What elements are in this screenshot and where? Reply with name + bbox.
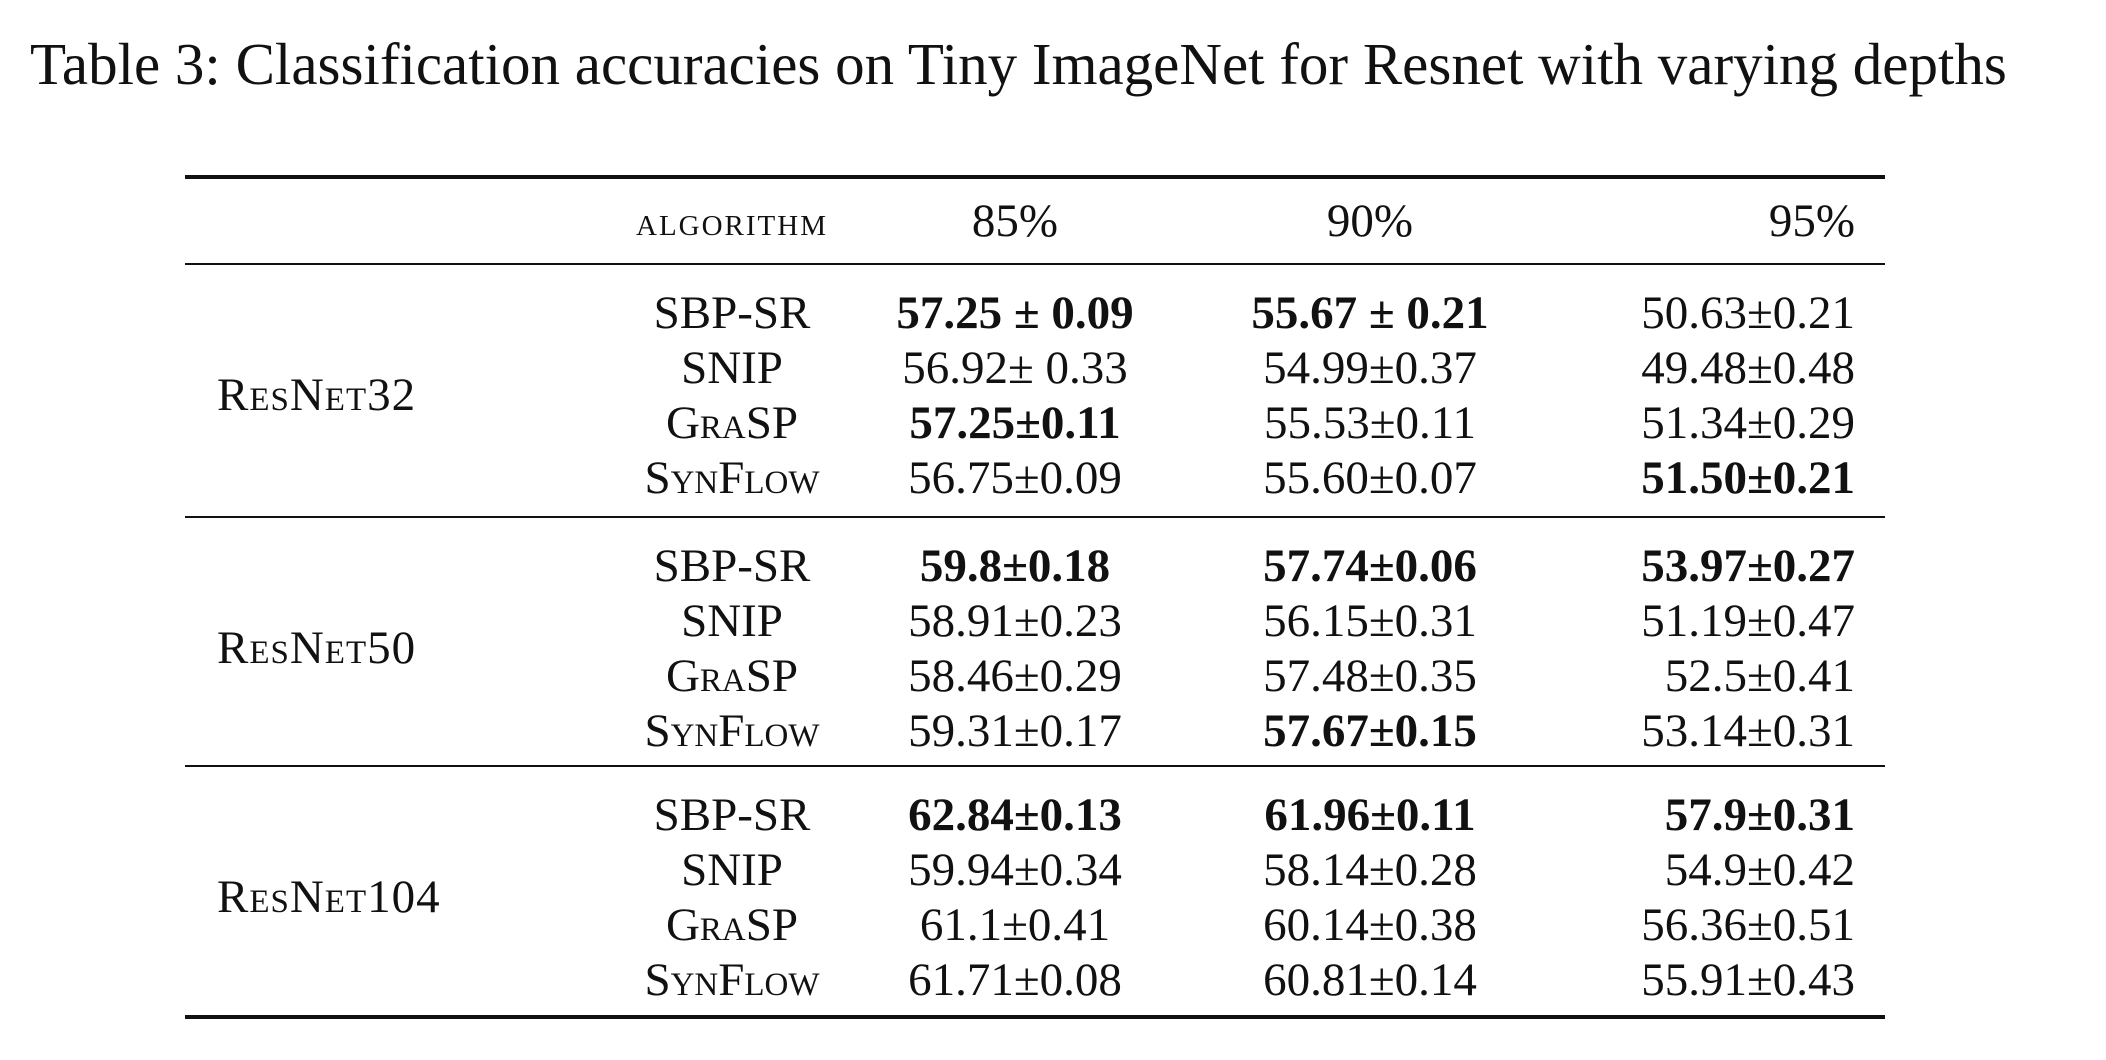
value-90-cell: 55.53±0.11 <box>1263 397 1477 449</box>
algorithm-cell: SBP-SR <box>653 540 811 592</box>
value-95-cell: 55.91±0.43 <box>1641 954 1855 1006</box>
table-row: SBP-SR 57.25 ± 0.09 55.67 ± 0.21 50.63±0.21 <box>185 285 1885 341</box>
caption-label: Table 3: <box>30 31 221 97</box>
algorithm-cell: SBP-SR <box>653 287 811 339</box>
value-95-cell: 52.5±0.41 <box>1664 650 1855 702</box>
algorithm-cell: SynFlow <box>644 452 820 504</box>
value-90-cell: 57.48±0.35 <box>1263 650 1477 702</box>
value-90-cell: 58.14±0.28 <box>1263 844 1477 896</box>
algorithm-cell: SNIP <box>681 595 783 647</box>
table-caption: Table 3: Classification accuracies on Ti… <box>30 28 2007 100</box>
value-95-cell: 49.48±0.48 <box>1641 342 1855 394</box>
table-group-resnet104: ResNet104 SBP-SR 62.84±0.13 61.96±0.11 57.9±… <box>185 767 1885 1015</box>
table-row: GraSP 57.25±0.11 55.53±0.11 51.34±0.29 <box>185 395 1885 451</box>
group-divider <box>185 516 1885 518</box>
model-label: ResNet32 <box>217 369 417 421</box>
value-90-cell: 56.15±0.31 <box>1263 595 1477 647</box>
header-95: 95% <box>1768 195 1855 247</box>
table-group-resnet32: ResNet32 SBP-SR 57.25 ± 0.09 55.67 ± 0.21 50… <box>185 265 1885 516</box>
table-row: SynFlow 59.31±0.17 57.67±0.15 53.14±0.31 <box>185 703 1885 759</box>
value-85-cell: 57.25±0.11 <box>909 397 1121 449</box>
value-85-cell: 59.31±0.17 <box>908 705 1122 757</box>
value-85-cell: 59.8±0.18 <box>919 540 1111 592</box>
value-95-cell: 56.36±0.51 <box>1641 899 1855 951</box>
header-rule <box>185 263 1885 265</box>
header-85: 85% <box>971 195 1059 247</box>
model-label: ResNet50 <box>217 622 417 674</box>
table-row: SBP-SR 59.8±0.18 57.74±0.06 53.97±0.27 <box>185 538 1885 594</box>
caption-text: Classification accuracies on Tiny ImageN… <box>235 31 2007 97</box>
table-row: SNIP 58.91±0.23 56.15±0.31 51.19±0.47 <box>185 593 1885 649</box>
value-95-cell: 53.14±0.31 <box>1641 705 1855 757</box>
value-95-cell: 54.9±0.42 <box>1664 844 1855 896</box>
value-95-cell: 50.63±0.21 <box>1641 287 1855 339</box>
table-row: SNIP 59.94±0.34 58.14±0.28 54.9±0.42 <box>185 842 1885 898</box>
top-rule <box>185 175 1885 179</box>
value-95-cell: 57.9±0.31 <box>1664 789 1855 841</box>
value-85-cell: 58.91±0.23 <box>908 595 1122 647</box>
value-85-cell: 61.1±0.41 <box>919 899 1111 951</box>
value-85-cell: 56.92± 0.33 <box>902 342 1128 394</box>
header-algorithm: algorithm <box>636 198 828 244</box>
value-90-cell: 55.60±0.07 <box>1263 452 1477 504</box>
algorithm-cell: SynFlow <box>644 705 820 757</box>
value-90-cell: 60.14±0.38 <box>1263 899 1477 951</box>
group-divider <box>185 765 1885 767</box>
value-85-cell: 59.94±0.34 <box>908 844 1122 896</box>
bottom-rule <box>185 1015 1885 1019</box>
value-85-cell: 61.71±0.08 <box>908 954 1122 1006</box>
model-label: ResNet104 <box>217 871 441 923</box>
value-90-cell: 54.99±0.37 <box>1263 342 1477 394</box>
value-90-cell: 55.67 ± 0.21 <box>1251 287 1489 339</box>
value-90-cell: 61.96±0.11 <box>1264 789 1476 841</box>
value-95-cell: 51.34±0.29 <box>1641 397 1855 449</box>
table-row: GraSP 58.46±0.29 57.48±0.35 52.5±0.41 <box>185 648 1885 704</box>
table-header-row: algorithm 85% 90% 95% <box>185 179 1885 263</box>
value-95-cell: 51.50±0.21 <box>1641 452 1855 504</box>
table-row: SNIP 56.92± 0.33 54.99±0.37 49.48±0.48 <box>185 340 1885 396</box>
value-95-cell: 51.19±0.47 <box>1641 595 1855 647</box>
value-85-cell: 58.46±0.29 <box>908 650 1122 702</box>
table-row: GraSP 61.1±0.41 60.14±0.38 56.36±0.51 <box>185 897 1885 953</box>
algorithm-cell: GraSP <box>665 899 799 951</box>
header-90: 90% <box>1326 195 1414 247</box>
table-group-resnet50: ResNet50 SBP-SR 59.8±0.18 57.74±0.06 53.97±0… <box>185 518 1885 765</box>
table-row: SynFlow 61.71±0.08 60.81±0.14 55.91±0.43 <box>185 952 1885 1008</box>
algorithm-cell: SNIP <box>681 342 783 394</box>
value-95-cell: 53.97±0.27 <box>1641 540 1855 592</box>
value-90-cell: 57.74±0.06 <box>1263 540 1477 592</box>
value-85-cell: 57.25 ± 0.09 <box>896 287 1134 339</box>
value-90-cell: 60.81±0.14 <box>1263 954 1477 1006</box>
algorithm-cell: SynFlow <box>644 954 820 1006</box>
algorithm-cell: GraSP <box>665 397 799 449</box>
value-90-cell: 57.67±0.15 <box>1263 705 1477 757</box>
value-85-cell: 56.75±0.09 <box>908 452 1122 504</box>
table-row: SBP-SR 62.84±0.13 61.96±0.11 57.9±0.31 <box>185 787 1885 843</box>
table-row: SynFlow 56.75±0.09 55.60±0.07 51.50±0.21 <box>185 450 1885 506</box>
algorithm-cell: GraSP <box>665 650 799 702</box>
algorithm-cell: SNIP <box>681 844 783 896</box>
results-table: algorithm 85% 90% 95% ResNet32 SBP-SR 57.2… <box>185 175 1885 1019</box>
algorithm-cell: SBP-SR <box>653 789 811 841</box>
value-85-cell: 62.84±0.13 <box>908 789 1122 841</box>
